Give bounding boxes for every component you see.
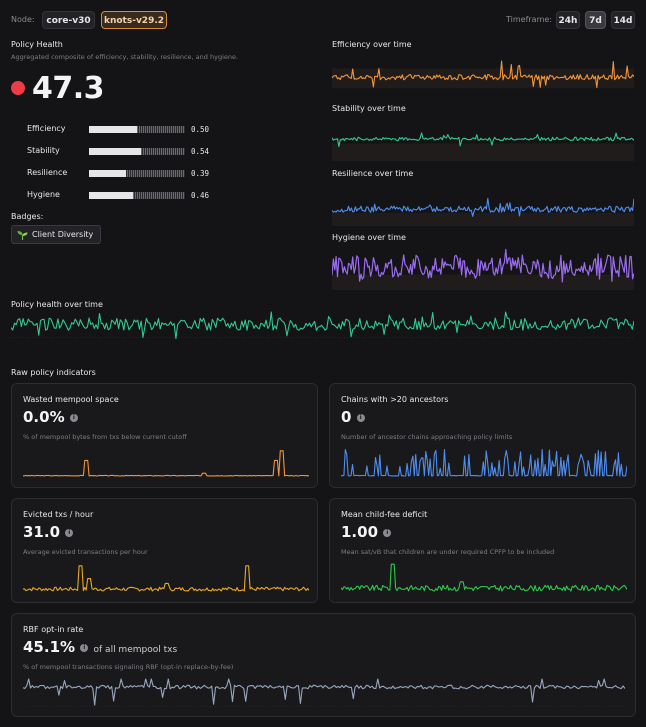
chains-ancestors-chart <box>341 448 627 477</box>
card-title: Chains with >20 ancestors <box>341 395 449 404</box>
info-icon[interactable]: i <box>80 643 89 652</box>
card-value: 0 <box>341 408 352 426</box>
health-title: Policy Health <box>11 40 63 49</box>
health-subtitle: Aggregated composite of efficiency, stab… <box>11 53 239 61</box>
resilience-chart-title: Resilience over time <box>332 169 414 178</box>
efficiency-chart-title: Efficiency over time <box>332 40 412 49</box>
card-value-suffix: of all mempool txs <box>93 645 178 655</box>
series-line <box>332 132 634 148</box>
card-wasted-mempool: Wasted mempool space 0.0% i % of mempool… <box>11 383 318 488</box>
component-value: 0.54 <box>191 147 210 156</box>
series-line <box>332 60 634 89</box>
chart-band <box>332 274 634 290</box>
badge-label: Client Diversity <box>32 230 94 239</box>
series-line <box>332 248 634 283</box>
info-icon[interactable]: i <box>69 413 78 422</box>
card-child-fee-deficit: Mean child-fee deficit 1.00 i Mean sat/v… <box>329 498 636 603</box>
series-line <box>341 448 627 477</box>
sprout-icon <box>17 230 28 240</box>
card-title: Evicted txs / hour <box>23 510 94 519</box>
card-desc: % of mempool bytes from txs below curren… <box>23 433 187 441</box>
component-value: 0.39 <box>191 169 210 178</box>
component-value: 0.50 <box>191 125 210 134</box>
component-bar <box>89 148 185 155</box>
card-title: Wasted mempool space <box>23 395 119 404</box>
component-bar-fill <box>89 192 134 199</box>
component-label: Resilience <box>27 168 68 177</box>
wasted-mempool-chart <box>23 450 309 477</box>
stability-chart <box>332 132 634 161</box>
series-line <box>23 678 625 706</box>
node-option-core[interactable]: core-v30 <box>42 11 95 29</box>
hygiene-chart <box>332 248 634 290</box>
series-line <box>11 311 634 340</box>
hygiene-chart-title: Hygiene over time <box>332 233 406 242</box>
raw-indicators-title: Raw policy indicators <box>11 368 96 377</box>
info-icon[interactable]: i <box>383 528 392 537</box>
rbf-optin-chart <box>23 678 625 707</box>
timeframe-label: Timeframe: <box>506 15 552 24</box>
series-line <box>332 197 634 217</box>
component-value: 0.46 <box>191 191 210 200</box>
component-label: Hygiene <box>27 190 60 199</box>
card-rbf-optin: RBF opt-in rate 45.1% i of all mempool t… <box>11 613 636 717</box>
component-bar-fill <box>89 148 141 155</box>
card-desc: Average evicted transactions per hour <box>23 548 148 556</box>
card-desc: Mean sat/vB that children are under requ… <box>341 548 555 556</box>
chart-band <box>332 212 634 226</box>
info-icon[interactable]: i <box>356 413 365 422</box>
node-option-knots[interactable]: knots-v29.2 <box>101 11 167 29</box>
card-title: Mean child-fee deficit <box>341 510 428 519</box>
info-icon[interactable]: i <box>65 528 74 537</box>
series-line <box>23 450 309 477</box>
badges-label: Badges: <box>11 212 44 221</box>
child-fee-deficit-chart <box>341 563 627 592</box>
component-bar-fill <box>89 126 137 133</box>
card-chains-ancestors: Chains with >20 ancestors 0 i Number of … <box>329 383 636 488</box>
timeframe-7d[interactable]: 7d <box>585 11 606 29</box>
status-dot <box>11 81 25 95</box>
component-label: Stability <box>27 146 60 155</box>
resilience-chart <box>332 197 634 226</box>
card-value: 1.00 <box>341 523 379 541</box>
component-label: Efficiency <box>27 124 66 133</box>
series-line <box>23 565 309 592</box>
chart-band <box>332 143 634 161</box>
evicted-txs-chart <box>23 565 309 592</box>
timeframe-24h[interactable]: 24h <box>556 11 580 29</box>
component-bar <box>89 170 185 177</box>
overall-chart-title: Policy health over time <box>11 300 103 309</box>
efficiency-chart <box>332 60 634 89</box>
series-line <box>341 563 627 592</box>
card-evicted-txs: Evicted txs / hour 31.0 i Average evicte… <box>11 498 318 603</box>
card-value: 31.0 <box>23 523 61 541</box>
policy-health-chart <box>11 311 634 340</box>
node-label: Node: <box>11 15 35 24</box>
health-score: 47.3 <box>32 71 105 106</box>
card-value: 45.1% <box>23 638 76 656</box>
component-bar <box>89 126 185 133</box>
card-value: 0.0% <box>23 408 65 426</box>
stability-chart-title: Stability over time <box>332 104 406 113</box>
card-desc: % of mempool transactions signaling RBF … <box>23 663 234 671</box>
component-bar-fill <box>89 170 127 177</box>
timeframe-14d[interactable]: 14d <box>611 11 635 29</box>
badge-client-diversity[interactable]: Client Diversity <box>11 225 102 244</box>
card-desc: Number of ancestor chains approaching po… <box>341 433 513 441</box>
component-bar <box>89 192 185 199</box>
card-title: RBF opt-in rate <box>23 625 84 634</box>
